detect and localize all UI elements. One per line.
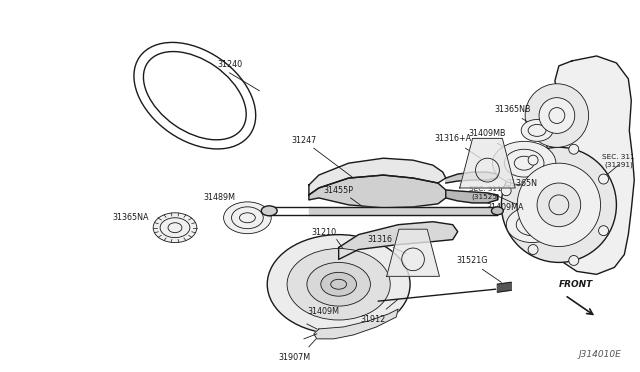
Ellipse shape bbox=[539, 98, 575, 134]
Ellipse shape bbox=[598, 174, 609, 184]
Text: (31391): (31391) bbox=[604, 162, 633, 168]
Text: 31210: 31210 bbox=[311, 228, 337, 237]
Text: 31240: 31240 bbox=[217, 60, 242, 69]
Text: 31907M: 31907M bbox=[278, 353, 310, 362]
Polygon shape bbox=[339, 222, 458, 259]
Ellipse shape bbox=[501, 186, 511, 196]
Ellipse shape bbox=[321, 272, 356, 296]
Text: 31409MA: 31409MA bbox=[486, 203, 524, 212]
Ellipse shape bbox=[569, 144, 579, 154]
Polygon shape bbox=[314, 309, 398, 339]
Ellipse shape bbox=[528, 155, 538, 165]
Ellipse shape bbox=[506, 207, 558, 243]
Ellipse shape bbox=[528, 245, 538, 254]
Ellipse shape bbox=[569, 256, 579, 266]
Ellipse shape bbox=[537, 183, 580, 227]
Text: SEC. 311: SEC. 311 bbox=[602, 154, 635, 160]
Polygon shape bbox=[446, 190, 497, 203]
Text: 31365NA: 31365NA bbox=[112, 213, 148, 222]
Polygon shape bbox=[545, 56, 634, 274]
Text: 31409MB: 31409MB bbox=[468, 129, 506, 138]
Text: 31489M: 31489M bbox=[204, 193, 236, 202]
Ellipse shape bbox=[261, 206, 277, 216]
Text: 31365N: 31365N bbox=[507, 179, 538, 188]
Ellipse shape bbox=[521, 119, 553, 141]
Text: SEC. 311: SEC. 311 bbox=[469, 186, 502, 192]
Ellipse shape bbox=[268, 235, 410, 334]
Text: 31409M: 31409M bbox=[308, 307, 340, 316]
Polygon shape bbox=[309, 175, 446, 208]
Text: 31521G: 31521G bbox=[457, 256, 488, 265]
Text: 31247: 31247 bbox=[291, 136, 317, 145]
Text: 31316+A: 31316+A bbox=[434, 134, 471, 143]
Polygon shape bbox=[309, 207, 497, 215]
Text: FRONT: FRONT bbox=[559, 280, 593, 289]
Ellipse shape bbox=[598, 226, 609, 235]
Ellipse shape bbox=[492, 141, 556, 185]
Ellipse shape bbox=[525, 84, 589, 147]
Polygon shape bbox=[460, 138, 515, 188]
Text: 31455P: 31455P bbox=[324, 186, 354, 195]
Ellipse shape bbox=[492, 207, 503, 215]
Text: 31316: 31316 bbox=[368, 235, 393, 244]
Text: J314010E: J314010E bbox=[579, 350, 621, 359]
Ellipse shape bbox=[153, 213, 197, 243]
Ellipse shape bbox=[307, 262, 371, 306]
Text: (31525): (31525) bbox=[471, 193, 500, 200]
Polygon shape bbox=[497, 282, 511, 292]
Ellipse shape bbox=[501, 147, 616, 262]
Ellipse shape bbox=[287, 248, 390, 320]
Text: 31912: 31912 bbox=[361, 315, 386, 324]
Ellipse shape bbox=[223, 202, 271, 234]
Ellipse shape bbox=[517, 163, 600, 247]
Text: 31365NB: 31365NB bbox=[494, 105, 531, 113]
Polygon shape bbox=[446, 172, 497, 183]
Ellipse shape bbox=[519, 184, 579, 226]
Polygon shape bbox=[387, 229, 440, 276]
Polygon shape bbox=[309, 158, 446, 195]
